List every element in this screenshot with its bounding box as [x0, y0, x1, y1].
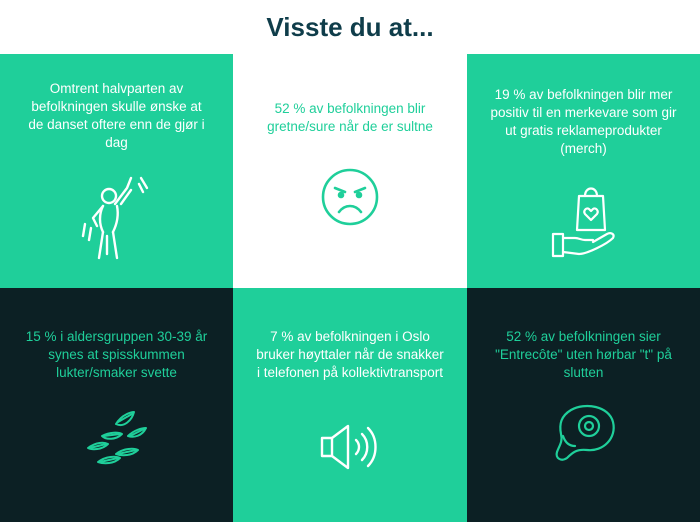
speaker-icon	[233, 422, 467, 472]
gift-bag-hand-icon	[467, 182, 700, 262]
fact-text: 7 % av befolkningen i Oslo bruker høytta…	[256, 329, 444, 380]
fact-tile-speaker: 7 % av befolkningen i Oslo bruker høytta…	[233, 288, 467, 522]
steak-icon	[467, 400, 700, 464]
fact-tile-dancing: Omtrent halvparten av befolkningen skull…	[0, 54, 233, 288]
angry-face-icon	[233, 166, 467, 228]
fact-tile-merch: 19 % av befolkningen blir mer positiv ti…	[467, 54, 700, 288]
fact-text: 52 % av befolkningen sier "Entrecôte" ut…	[495, 329, 672, 380]
fact-text: Omtrent halvparten av befolkningen skull…	[28, 81, 205, 150]
fact-text: 15 % i aldersgruppen 30-39 år synes at s…	[25, 329, 208, 380]
facts-grid: Omtrent halvparten av befolkningen skull…	[0, 54, 700, 522]
fact-tile-cumin: 15 % i aldersgruppen 30-39 år synes at s…	[0, 288, 233, 522]
fact-tile-entrecote: 52 % av befolkningen sier "Entrecôte" ut…	[467, 288, 700, 522]
cumin-seeds-icon	[0, 406, 233, 476]
dancing-person-icon	[0, 174, 233, 264]
page-title: Visste du at...	[266, 12, 434, 42]
fact-text: 52 % av befolkningen blir gretne/sure nå…	[267, 101, 433, 134]
fact-text: 19 % av befolkningen blir mer positiv ti…	[490, 87, 677, 156]
fact-tile-hungry: 52 % av befolkningen blir gretne/sure nå…	[233, 54, 467, 288]
